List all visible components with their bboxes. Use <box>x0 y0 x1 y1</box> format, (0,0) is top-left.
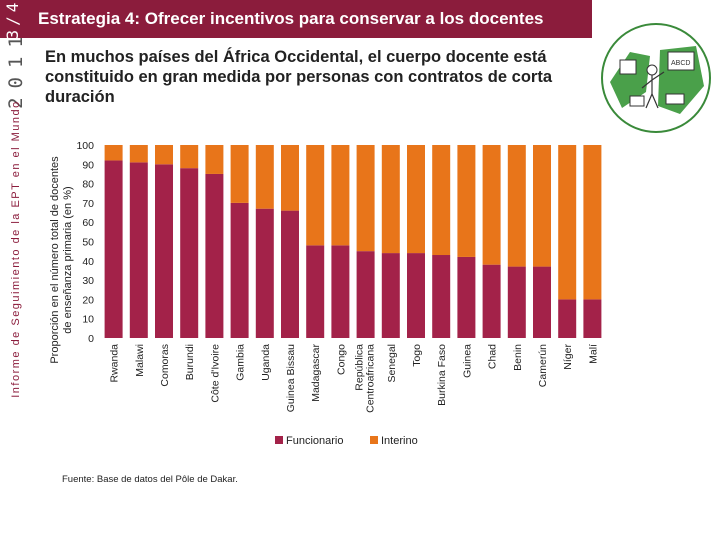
x-tick-label: Uganda <box>260 344 272 381</box>
bar-interino <box>155 145 173 165</box>
bar-funcionario <box>381 253 400 338</box>
legend-swatch-funcionario <box>275 436 283 444</box>
bar-funcionario <box>407 253 425 338</box>
x-tick-label: Malawi <box>134 344 146 377</box>
x-tick-label: Guinea <box>461 344 473 378</box>
y-tick-label: 0 <box>88 333 94 345</box>
bar-funcionario <box>155 164 173 338</box>
y-tick-label: 50 <box>82 237 94 249</box>
x-tick-label: Togo <box>411 344 423 367</box>
x-tick-label: Burkina Faso <box>436 344 448 406</box>
bar-funcionario <box>104 160 123 338</box>
x-tick-label: Congo <box>335 344 347 375</box>
bar-interino <box>482 145 501 265</box>
bar-interino <box>583 145 602 300</box>
bar-funcionario <box>482 264 501 338</box>
y-tick-label: 40 <box>82 256 94 268</box>
bar-interino <box>507 145 526 267</box>
x-tick-label: Chad <box>487 344 499 369</box>
x-tick-label: Malí <box>587 344 599 364</box>
bar-funcionario <box>180 168 199 338</box>
bar-interino <box>381 145 400 254</box>
bar-funcionario <box>255 208 274 338</box>
bar-funcionario <box>281 210 299 338</box>
bar-funcionario <box>356 251 375 338</box>
bar-funcionario <box>432 255 451 338</box>
bar-interino <box>306 145 325 246</box>
source-note: Fuente: Base de datos del Pôle de Dakar. <box>62 474 238 485</box>
x-tick-label: Burundi <box>184 344 196 380</box>
bar-interino <box>230 145 249 203</box>
bar-funcionario <box>205 173 224 338</box>
page-title: Estrategia 4: Ofrecer incentivos para co… <box>38 9 544 28</box>
x-tick-label: República <box>354 344 366 391</box>
bar-funcionario <box>457 256 476 338</box>
bar-interino <box>356 145 375 252</box>
x-tick-label: Rwanda <box>109 344 121 383</box>
x-tick-label: Camerún <box>537 344 549 387</box>
x-tick-label: Níger <box>562 344 574 370</box>
y-tick-label: 30 <box>82 275 94 287</box>
x-tick-label: Centroafricana <box>365 344 377 413</box>
bar-interino <box>281 145 299 211</box>
y-tick-label: 90 <box>82 159 94 171</box>
sidebar: 2011 Informe de Seguimiento de la EPT en… <box>0 0 28 540</box>
y-tick-label: 70 <box>82 198 94 210</box>
x-tick-label: Senegal <box>386 344 398 383</box>
y-tick-label: 10 <box>82 314 94 326</box>
y-tick-label: 60 <box>82 217 94 229</box>
bar-interino <box>533 145 551 267</box>
corner-badge: 3/4 <box>0 0 28 39</box>
x-tick-label: Gambia <box>235 344 247 381</box>
bar-interino <box>255 145 274 209</box>
bar-funcionario <box>306 245 325 338</box>
bar-funcionario <box>331 245 350 338</box>
logo-board-text: ABCD <box>671 60 690 67</box>
legend-label-funcionario: Funcionario <box>286 435 343 447</box>
x-tick-label: Comoras <box>159 344 171 387</box>
y-tick-label: 100 <box>76 140 94 152</box>
bar-interino <box>331 145 350 246</box>
bar-funcionario <box>507 266 526 338</box>
bar-interino <box>205 145 224 174</box>
y-tick-label: 20 <box>82 294 94 306</box>
bar-funcionario <box>558 299 577 338</box>
slide-subtitle: En muchos países del África Occidental, … <box>45 48 552 106</box>
bar-interino <box>129 145 148 163</box>
bar-funcionario <box>129 162 148 338</box>
x-tick-label: Madagascar <box>310 343 322 401</box>
legend-swatch-interino <box>370 436 378 444</box>
y-tick-label: 80 <box>82 179 94 191</box>
bar-funcionario <box>533 266 551 338</box>
bar-interino <box>432 145 451 256</box>
bar-funcionario <box>583 299 602 338</box>
x-tick-label: Côte d'Ivoire <box>209 344 221 403</box>
x-tick-label: Benin <box>512 344 524 371</box>
bar-interino <box>407 145 425 254</box>
bar-interino <box>558 145 577 300</box>
title-bar: Estrategia 4: Ofrecer incentivos para co… <box>28 0 592 38</box>
classroom-illustration-icon: ABCD <box>601 23 711 133</box>
bar-interino <box>180 145 199 169</box>
x-tick-label: Guinea Bissau <box>285 344 297 412</box>
bar-interino <box>104 145 123 161</box>
bar-funcionario <box>230 202 249 338</box>
bar-interino <box>457 145 476 257</box>
legend-label-interino: Interino <box>381 435 418 447</box>
